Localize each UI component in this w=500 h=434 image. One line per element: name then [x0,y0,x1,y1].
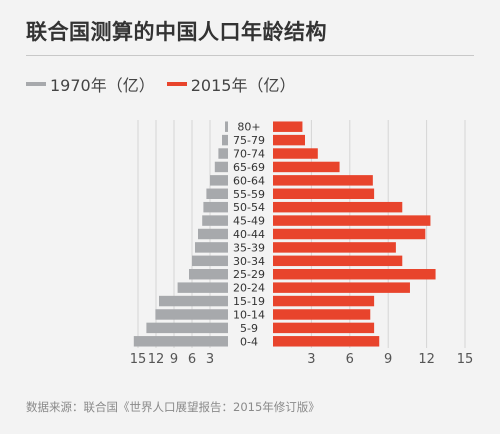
category-label: 55-59 [233,188,265,201]
bar-2015-35-39 [273,242,396,253]
category-label: 10-14 [233,308,265,321]
bar-2015-55-59 [273,188,375,199]
left-tick-label: 15 [130,352,147,367]
legend-label-1970: 1970年（亿） [50,76,155,95]
category-label: 65-69 [233,161,265,174]
legend-swatch-2015 [166,82,187,86]
category-label: 20-24 [233,282,265,295]
category-label: 25-29 [233,268,265,281]
category-label: 45-49 [233,215,265,228]
title-divider [26,55,474,56]
left-tick-label: 6 [188,352,196,367]
bar-2015-75-79 [273,134,305,146]
bar-1970-40-44 [198,228,228,240]
bar-2015-10-14 [273,309,371,320]
category-label: 15-19 [233,295,265,308]
right-tick-label: 12 [418,352,435,367]
bar-1970-10-14 [155,309,228,320]
bar-2015-70-74 [273,148,318,159]
category-label: 50-54 [233,201,265,214]
legend-item-2015: 2015年（亿） [166,72,296,96]
bar-1970-60-64 [210,175,228,186]
left-tick-label: 9 [170,352,178,367]
bar-1970-55-59 [206,188,228,199]
bar-2015-80+ [273,121,303,132]
bar-1970-45-49 [202,215,228,226]
bar-2015-60-64 [273,175,373,186]
bar-1970-15-19 [159,295,228,307]
legend: 1970年（亿） 2015年（亿） [26,72,307,96]
left-tick-label: 3 [206,352,214,367]
bar-1970-65-69 [214,161,228,173]
bar-2015-50-54 [273,201,403,213]
bar-2015-5-9 [273,322,375,334]
bar-1970-20-24 [177,282,228,293]
bar-1970-75-79 [222,134,228,146]
category-label: 60-64 [233,174,265,187]
left-tick-label: 12 [148,352,165,367]
category-label: 35-39 [233,241,265,254]
bar-2015-15-19 [273,295,375,307]
bar-1970-35-39 [195,242,228,253]
source-note: 数据来源：联合国《世界人口展望报告：2015年修订版》 [26,400,320,414]
chart-title: 联合国测算的中国人口年龄结构 [26,20,327,44]
bar-1970-50-54 [203,201,228,213]
right-tick-label: 6 [346,352,354,367]
bar-2015-40-44 [273,228,426,240]
bar-2015-25-29 [273,269,436,280]
bar-2015-20-24 [273,282,410,293]
bar-1970-80+ [225,121,228,132]
category-label: 40-44 [233,228,265,241]
category-label: 70-74 [233,148,265,161]
category-label: 5-9 [240,322,258,335]
bar-2015-45-49 [273,215,431,226]
bar-1970-5-9 [146,322,228,334]
legend-label-2015: 2015年（亿） [190,76,296,95]
bar-1970-0-4 [133,336,228,347]
bar-2015-0-4 [273,336,380,347]
bar-1970-30-34 [192,255,228,267]
category-label: 30-34 [233,255,265,268]
bar-1970-70-74 [218,148,228,159]
category-label: 80+ [237,121,260,134]
bar-1970-25-29 [189,269,228,280]
category-label: 75-79 [233,134,265,147]
legend-item-1970: 1970年（亿） [26,72,155,96]
right-tick-label: 3 [307,352,315,367]
bar-2015-65-69 [273,161,340,173]
legend-swatch-1970 [26,82,46,86]
bar-2015-30-34 [273,255,403,267]
category-label: 0-4 [240,335,258,348]
right-tick-label: 15 [457,352,474,367]
right-tick-label: 9 [384,352,392,367]
